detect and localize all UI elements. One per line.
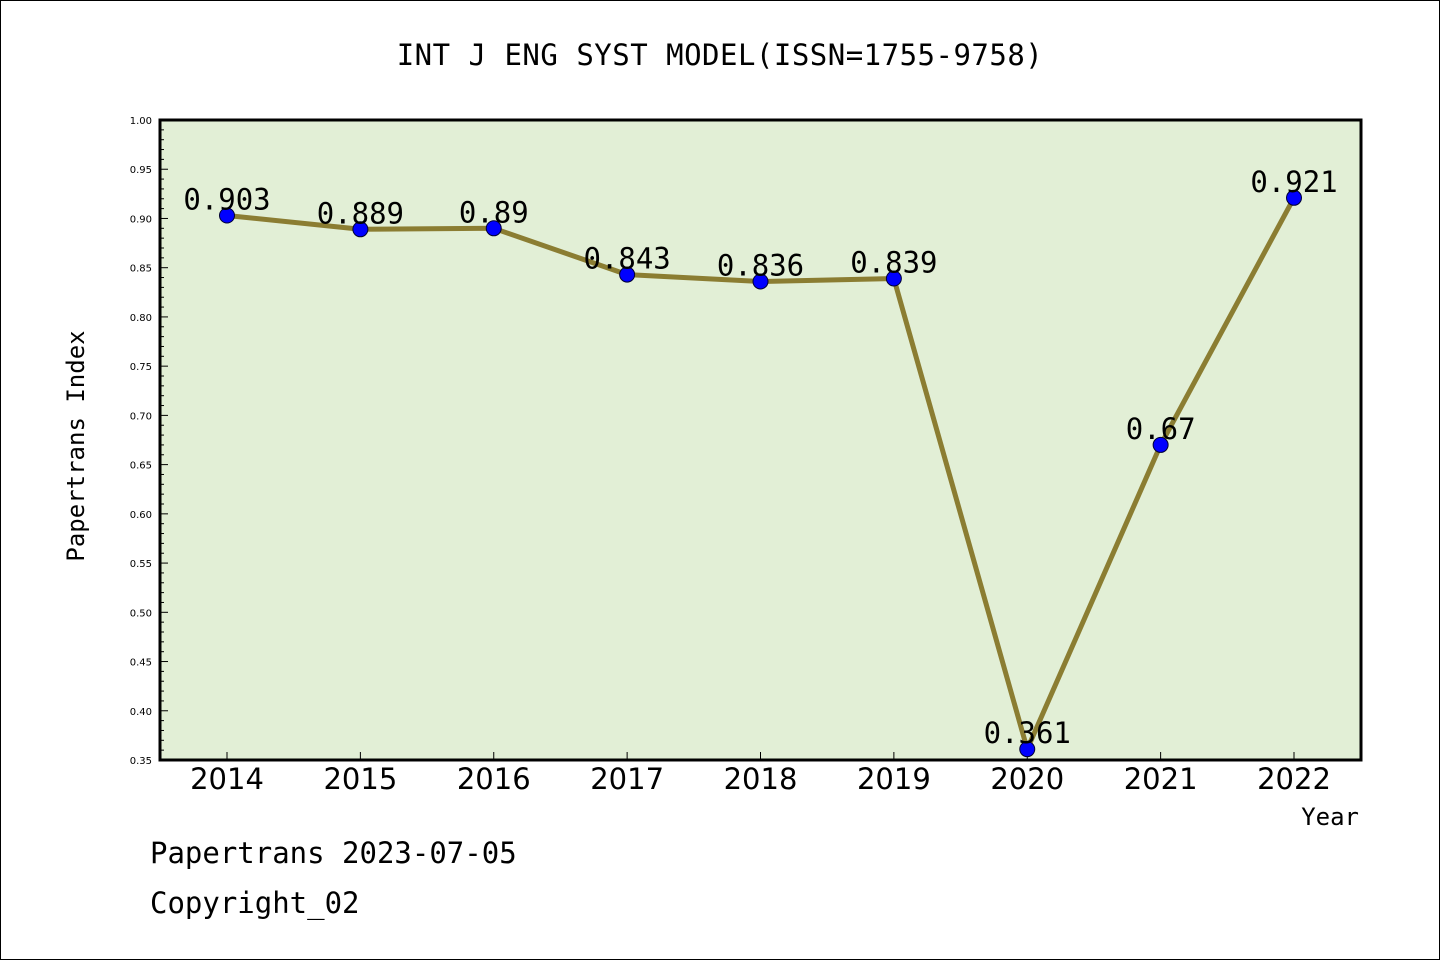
y-tick-label: 0.75	[130, 362, 152, 373]
footer-copyright: Copyright_02	[150, 886, 360, 920]
y-tick-label: 0.95	[130, 165, 152, 176]
x-tick-label: 2017	[590, 762, 664, 796]
data-points	[219, 189, 1302, 758]
y-tick-label: 1.00	[130, 116, 152, 127]
data-point-marker	[1152, 436, 1169, 453]
data-point-label: 0.889	[317, 196, 404, 230]
y-tick-label: 0.85	[130, 264, 152, 275]
y-tick-label: 0.60	[130, 510, 152, 521]
data-point-marker	[219, 207, 235, 224]
data-point-marker	[1286, 189, 1302, 206]
data-point-marker	[485, 220, 502, 237]
y-tick-label: 0.50	[130, 608, 152, 619]
y-axis-title: Papertrans Index	[62, 330, 90, 561]
chart-title: INT J ENG SYST MODEL(ISSN=1755-9758)	[396, 38, 1044, 72]
data-point-marker	[619, 266, 636, 283]
x-tick-label: 2014	[190, 762, 264, 796]
x-tick-label: 2019	[857, 762, 931, 796]
data-point-label: 0.361	[984, 716, 1071, 750]
data-point-label: 0.921	[1250, 165, 1337, 199]
x-tick-label: 2022	[1257, 762, 1331, 796]
y-tick-label: 0.65	[130, 461, 152, 472]
data-point-label: 0.903	[183, 183, 270, 217]
y-tick-label: 0.90	[130, 214, 152, 225]
data-point-label: 0.843	[583, 242, 670, 276]
data-labels: 0.903 0.889 0.89 0.843 0.836 0.839 0.361 0.67 0.…	[183, 165, 1337, 750]
y-tick-label: 0.80	[130, 313, 152, 324]
y-tick-label: 0.45	[130, 658, 152, 669]
x-tick-label: 2018	[724, 762, 798, 796]
x-tick-label: 2016	[457, 762, 531, 796]
data-point-marker	[352, 221, 369, 238]
data-point-label: 0.839	[850, 246, 937, 280]
y-tick-label: 0.55	[130, 559, 152, 570]
y-tick-label: 0.35	[130, 756, 152, 767]
data-point-marker	[885, 270, 902, 287]
x-axis-title: Year	[1301, 803, 1359, 831]
x-tick-label: 2015	[323, 762, 397, 796]
data-point-marker	[1019, 741, 1036, 758]
x-axis: 2014 2015 2016 2017 2018 2019 2020 2021 2022	[190, 752, 1331, 796]
data-point-label: 0.836	[717, 248, 804, 282]
data-point-marker	[752, 273, 769, 290]
y-axis: 0.35 0.40 0.45 0.50 0.55 0.60 0.65 0.70 0.75 0.80…	[130, 116, 168, 767]
data-point-label: 0.89	[459, 195, 529, 229]
x-tick-label: 2021	[1124, 762, 1198, 796]
footer-date: Papertrans 2023-07-05	[150, 836, 517, 870]
x-tick-label: 2020	[990, 762, 1064, 796]
data-point-label: 0.67	[1126, 412, 1196, 446]
y-tick-label: 0.70	[130, 411, 152, 422]
y-tick-label: 0.40	[130, 707, 152, 718]
